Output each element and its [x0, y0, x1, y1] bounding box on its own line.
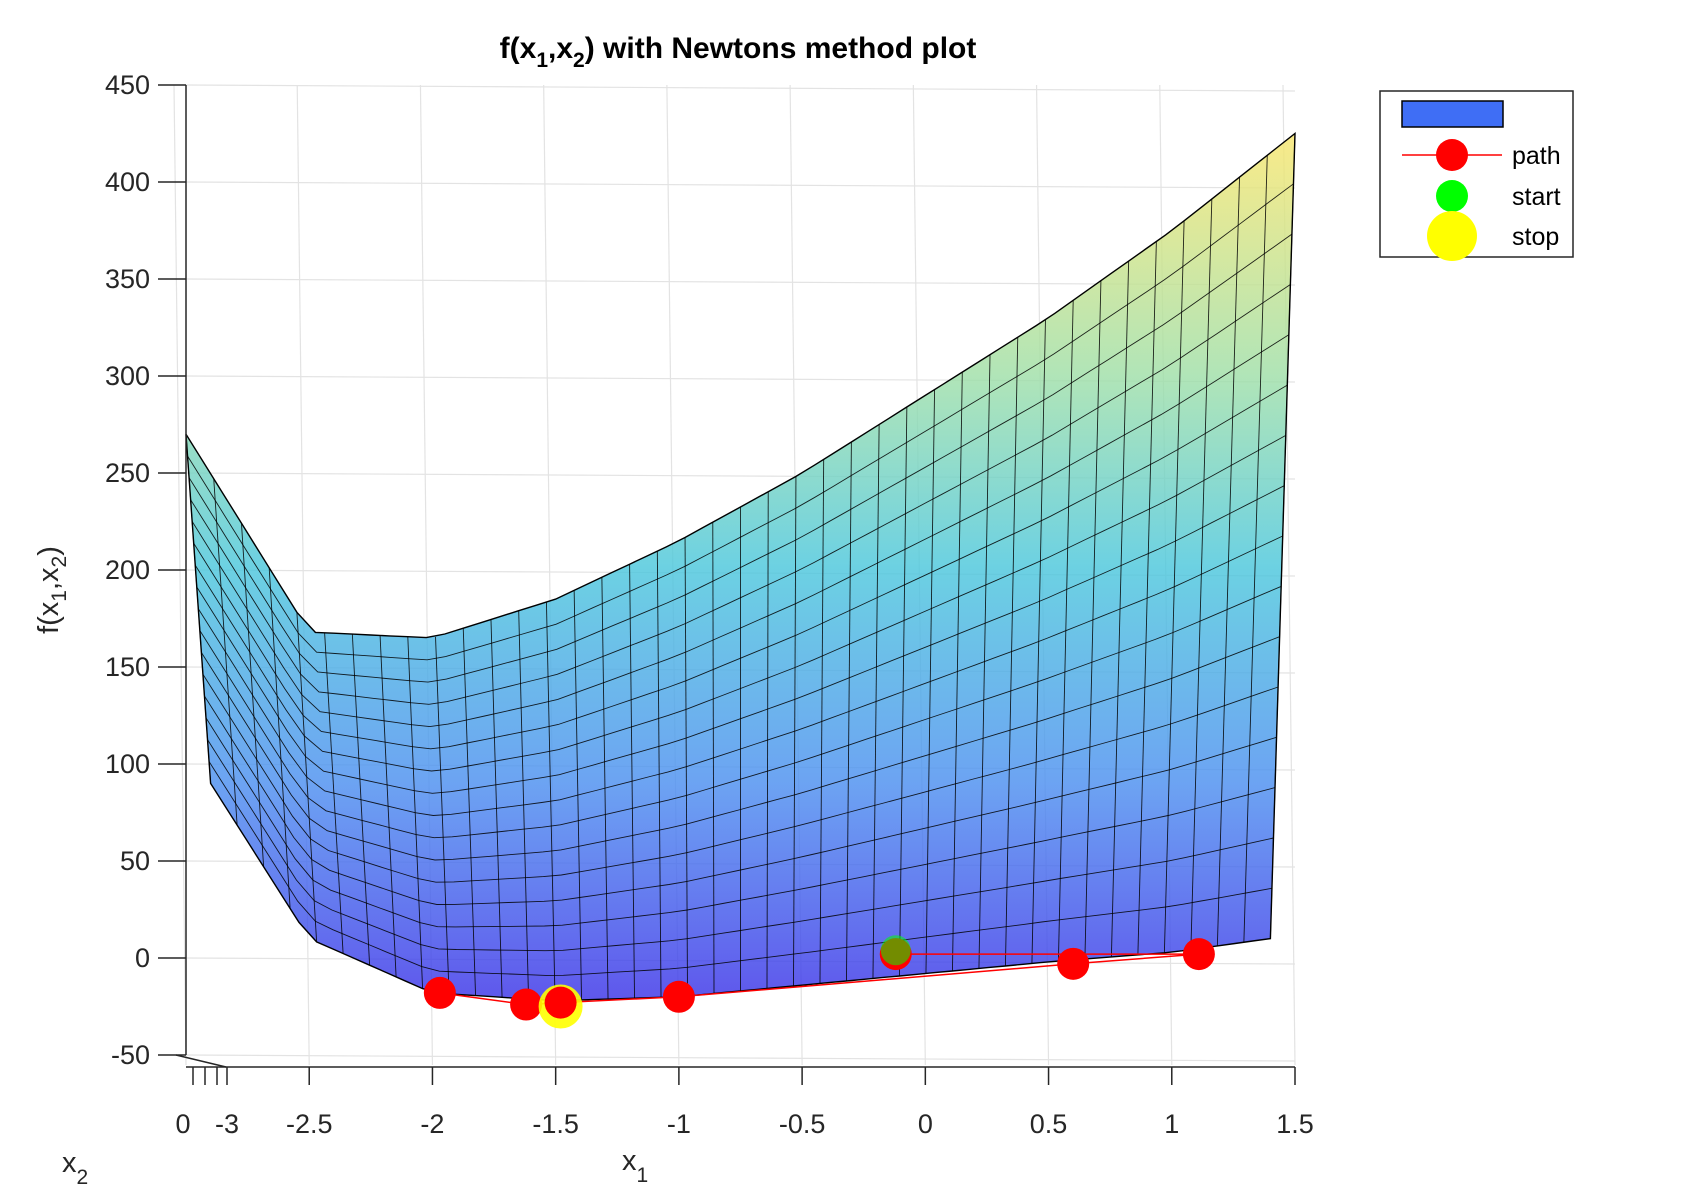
- z-tick-label: 450: [105, 70, 150, 100]
- legend-path-marker: [1436, 139, 1468, 171]
- z-tick-label: 250: [105, 458, 150, 488]
- mesh-line: [191, 334, 1290, 728]
- z-tick-label: 350: [105, 264, 150, 294]
- path-point: [423, 976, 456, 1009]
- x2-axis-label: x2: [62, 1147, 88, 1185]
- mesh-line: [201, 636, 1280, 861]
- mesh-line: [202, 674, 1279, 883]
- legend-surface-swatch: [1401, 100, 1504, 128]
- x1-tick-label: -1.5: [532, 1109, 579, 1139]
- z-gridline: [185, 84, 1296, 92]
- legend: path start stop: [1379, 90, 1574, 261]
- mesh-line: [208, 761, 1272, 976]
- x2-axis-line: [175, 1054, 227, 1068]
- z-tick-label: -50: [111, 1040, 150, 1070]
- path-point: [544, 986, 577, 1019]
- start-point: [880, 935, 911, 966]
- mesh-line: [194, 435, 1287, 772]
- x1-tick-label: -0.5: [779, 1109, 826, 1139]
- x1-tick-label: 0: [918, 1109, 933, 1139]
- mesh-line: [187, 183, 1294, 661]
- mesh-line: [207, 739, 1274, 952]
- legend-stop-label: stop: [1512, 223, 1559, 251]
- z-tick-labels: 450 400 350 300 250 200 150 100 50 0 -50: [105, 70, 186, 1070]
- x1-tick-label: -1: [667, 1109, 691, 1139]
- z-tick-label: 50: [120, 846, 150, 876]
- x1-tick-label: 1: [1164, 1109, 1179, 1139]
- mesh-line: [204, 695, 1277, 905]
- z-tick-label: 400: [105, 167, 150, 197]
- mesh-line: [205, 717, 1276, 928]
- x1-tick-label: -3: [215, 1109, 239, 1139]
- x1-tick-label: -2.5: [286, 1109, 333, 1139]
- mesh-line: [197, 535, 1283, 816]
- mesh-line: [193, 384, 1288, 750]
- mesh-line: [199, 585, 1282, 839]
- x2-tick-label: 0: [175, 1109, 190, 1139]
- z-tick-label: 150: [105, 652, 150, 682]
- path-point: [1182, 938, 1215, 971]
- path-point: [662, 980, 695, 1013]
- z-tick-label: 300: [105, 361, 150, 391]
- path-point: [510, 988, 543, 1021]
- z-tick-label: 100: [105, 749, 150, 779]
- x1-tick-label: 1.5: [1276, 1109, 1314, 1139]
- legend-stop-marker: [1427, 211, 1477, 261]
- z-gridline: [185, 181, 1296, 189]
- legend-start-label: start: [1512, 183, 1561, 211]
- mesh-line: [190, 284, 1291, 705]
- x-tick-labels: -3 -2.5 -2 -1.5 -1 -0.5 0 0.5 1 1.5: [215, 1067, 1314, 1139]
- mesh-line: [188, 233, 1293, 683]
- x1-axis-label: x1: [622, 1145, 648, 1185]
- surface-mesh: [185, 133, 1296, 1001]
- z-tick-label: 0: [135, 943, 150, 973]
- mesh-line: [196, 485, 1285, 794]
- path-point: [1057, 947, 1090, 980]
- newton-path: [423, 935, 1215, 1029]
- z-tick-label: 200: [105, 555, 150, 585]
- x1-tick-label: 0.5: [1030, 1109, 1068, 1139]
- x1-tick-label: -2: [420, 1109, 444, 1139]
- mesh-line: [435, 636, 450, 994]
- z-gridline: [185, 1054, 1296, 1062]
- chart-title: f(x1,x2) with Newtons method plot: [500, 32, 977, 72]
- legend-start-marker: [1436, 180, 1468, 212]
- legend-path-label: path: [1512, 142, 1561, 170]
- x-gridline: [173, 84, 187, 1066]
- z-axis-label: f(x1,x2): [33, 546, 71, 634]
